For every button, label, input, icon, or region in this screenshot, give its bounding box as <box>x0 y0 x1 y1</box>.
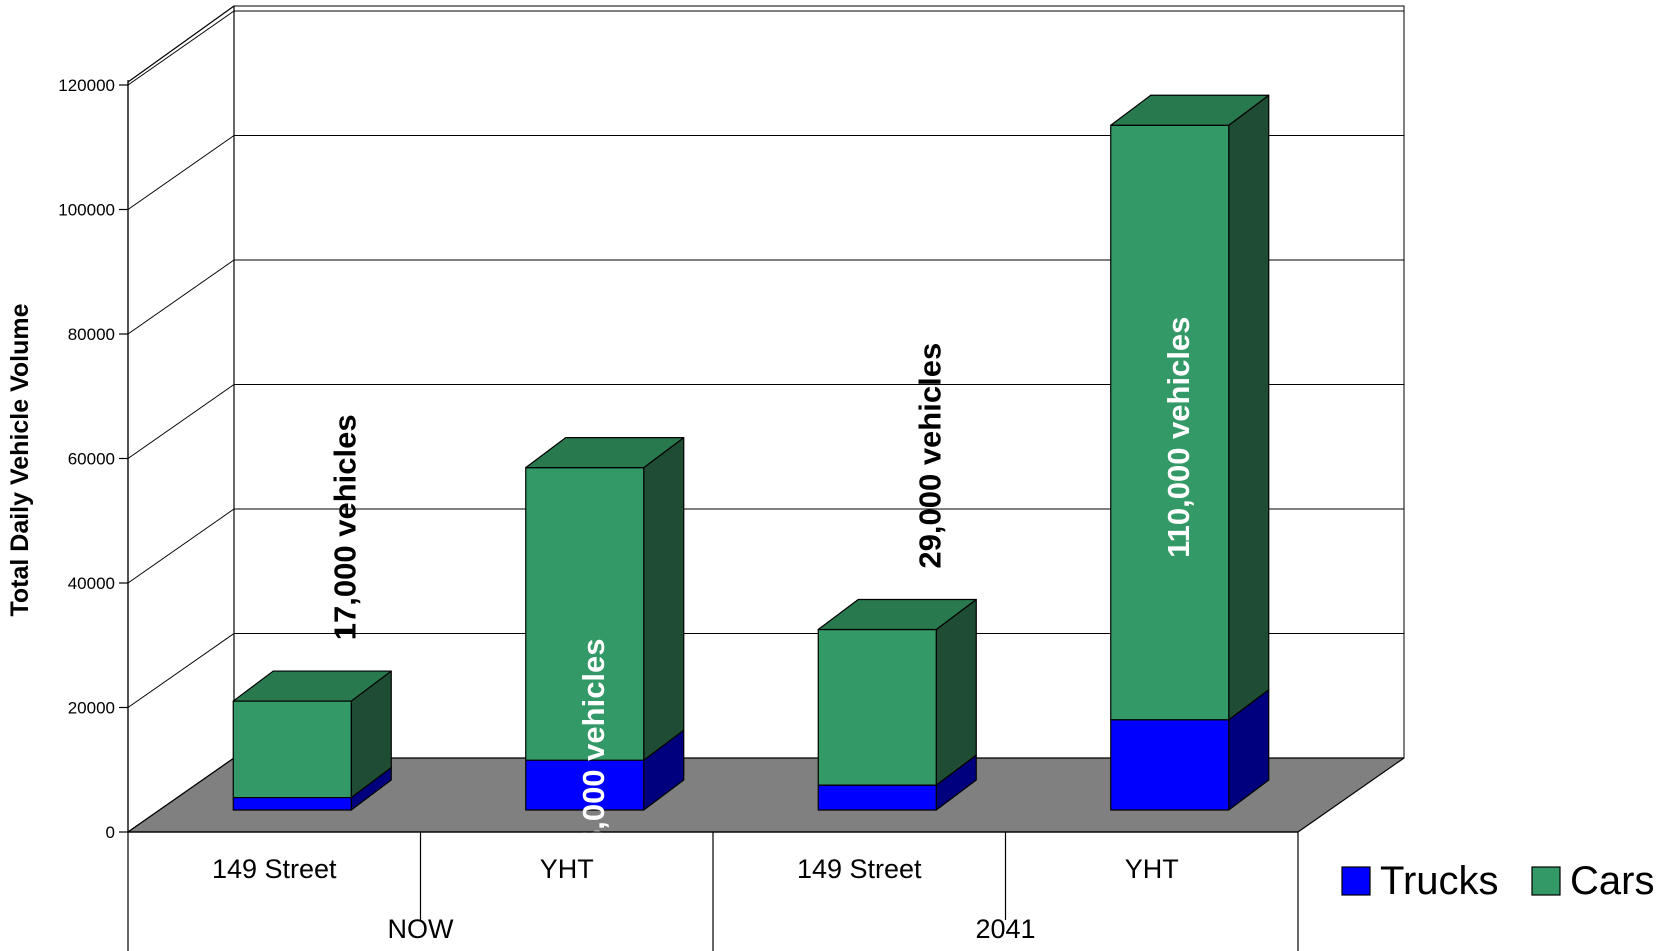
bar-side-cars <box>643 437 685 761</box>
x-group-label: 2041 <box>975 914 1035 944</box>
bar-segment-trucks <box>232 796 352 811</box>
y-tick-label: 0 <box>106 823 115 842</box>
legend-label-cars: Cars <box>1570 859 1654 903</box>
bar-side-cars <box>935 598 977 786</box>
bar-data-label: 110,000 vehicles <box>1161 317 1196 558</box>
bar-top-face <box>232 670 392 702</box>
bar-side-cars <box>1228 94 1270 721</box>
gridline-side <box>127 10 235 86</box>
y-tick-label: 60000 <box>68 450 115 469</box>
bar-segment-cars <box>232 700 352 799</box>
side-wall <box>127 5 235 833</box>
gridline-side <box>127 259 235 335</box>
bar-data-label: 29,000 vehicles <box>912 343 947 569</box>
y-tick-label: 100000 <box>58 201 115 220</box>
bar-top-face <box>525 437 685 469</box>
bar-top-face <box>817 598 977 631</box>
bar-segment-trucks <box>1110 719 1230 811</box>
gridline-side <box>127 384 235 459</box>
bar-segment-cars <box>817 628 937 786</box>
bar-top-face <box>1110 94 1270 126</box>
x-category-label: 149 Street <box>212 854 337 884</box>
gridline-side <box>127 633 235 708</box>
y-tick-label: 80000 <box>68 325 115 344</box>
y-tick-label: 120000 <box>58 76 115 95</box>
bar-data-label: 55,000 vehicles <box>576 638 611 864</box>
legend-label-trucks: Trucks <box>1380 859 1499 903</box>
y-tick-label: 20000 <box>68 699 115 718</box>
x-category-label: YHT <box>1125 854 1179 884</box>
gridline-side <box>127 508 235 584</box>
legend-swatch-trucks <box>1341 866 1371 896</box>
x-group-label: NOW <box>388 914 455 944</box>
gridline-side <box>127 135 235 210</box>
bar-data-label: 17,000 vehicles <box>327 414 362 640</box>
x-category-label: 149 Street <box>797 854 922 884</box>
bar-segment-trucks <box>817 784 937 811</box>
y-axis-title: Total Daily Vehicle Volume <box>6 303 34 616</box>
x-category-label: YHT <box>540 854 594 884</box>
legend-swatch-cars <box>1531 866 1561 896</box>
y-tick-label: 40000 <box>68 574 115 593</box>
